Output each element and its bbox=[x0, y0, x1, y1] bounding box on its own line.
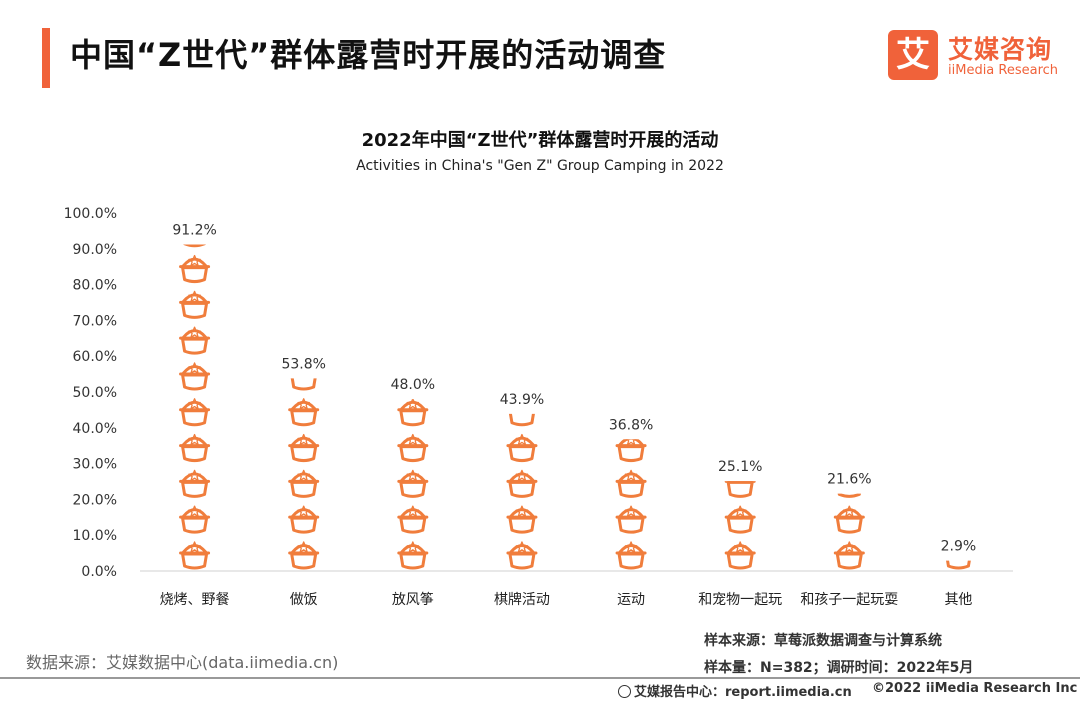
value-label: 43.9% bbox=[500, 392, 544, 408]
category-label: 烧烤、野餐 bbox=[160, 592, 230, 608]
iimedia-logo: 艾 艾媒咨询 iiMedia Research bbox=[888, 30, 1068, 82]
y-tick-label: 60.0% bbox=[73, 349, 117, 365]
chart-subtitle: Activities in China's "Gen Z" Group Camp… bbox=[356, 158, 724, 174]
camping-pot-icon bbox=[833, 504, 865, 534]
value-label: 91.2% bbox=[172, 223, 216, 239]
camping-pot-icon bbox=[179, 361, 211, 391]
y-tick-label: 10.0% bbox=[73, 528, 117, 544]
camping-pot-icon bbox=[397, 540, 429, 570]
camping-pot-icon bbox=[506, 433, 538, 463]
bar-2 bbox=[288, 378, 320, 570]
footer-divider bbox=[0, 677, 1080, 679]
category-label: 放风筝 bbox=[392, 591, 434, 608]
y-tick-label: 90.0% bbox=[73, 242, 117, 258]
sample-size: 样本量：N=382；调研时间：2022年5月 bbox=[704, 660, 974, 676]
camping-pot-icon bbox=[179, 540, 211, 570]
camping-pot-icon bbox=[179, 468, 211, 498]
category-label: 和宠物一起玩 bbox=[698, 592, 782, 608]
camping-pot-icon bbox=[615, 540, 647, 570]
y-tick-label: 20.0% bbox=[73, 492, 117, 508]
category-label: 棋牌活动 bbox=[494, 591, 550, 608]
logo-chinese-name: 艾媒咨询 bbox=[948, 35, 1053, 64]
category-label: 做饭 bbox=[290, 592, 318, 608]
value-label: 21.6% bbox=[827, 472, 871, 488]
title-accent-bar bbox=[42, 28, 50, 88]
camping-pot-icon bbox=[506, 468, 538, 498]
y-tick-label: 100.0% bbox=[64, 206, 117, 222]
camping-pot-icon bbox=[179, 504, 211, 534]
camping-pot-icon bbox=[397, 468, 429, 498]
y-tick-label: 30.0% bbox=[73, 457, 117, 473]
value-label: 2.9% bbox=[941, 539, 977, 555]
y-tick-label: 80.0% bbox=[73, 278, 117, 294]
y-tick-label: 40.0% bbox=[73, 421, 117, 437]
camping-pot-icon bbox=[288, 433, 320, 463]
camping-pot-icon bbox=[506, 504, 538, 534]
y-tick-label: 70.0% bbox=[73, 313, 117, 329]
camping-pot-icon bbox=[397, 433, 429, 463]
bar-1 bbox=[179, 244, 211, 570]
camping-pot-icon bbox=[724, 504, 756, 534]
camping-pot-icon bbox=[833, 540, 865, 570]
category-label: 运动 bbox=[617, 592, 645, 608]
logo-english-name: iiMedia Research bbox=[948, 63, 1059, 78]
camping-pot-icon bbox=[506, 540, 538, 570]
camping-pot-icon bbox=[288, 540, 320, 570]
camping-pot-icon bbox=[724, 540, 756, 570]
y-tick-label: 50.0% bbox=[73, 385, 117, 401]
value-label: 25.1% bbox=[718, 459, 762, 475]
category-label: 其他 bbox=[944, 592, 972, 608]
globe-icon bbox=[618, 685, 631, 698]
value-label: 53.8% bbox=[281, 356, 325, 372]
page-title: 中国“Z世代”群体露营时开展的活动调查 bbox=[70, 36, 667, 74]
bar-4 bbox=[506, 413, 538, 570]
camping-pot-icon bbox=[397, 504, 429, 534]
camping-pot-icon bbox=[179, 254, 211, 284]
bar-3 bbox=[397, 399, 429, 570]
report-center[interactable]: 艾媒报告中心：report.iimedia.cn bbox=[618, 681, 852, 700]
camping-pot-icon bbox=[179, 325, 211, 355]
sample-source: 样本来源：草莓派数据调查与计算系统 bbox=[704, 633, 942, 649]
camping-pot-icon bbox=[615, 468, 647, 498]
copyright: ©2022 iiMedia Research Inc bbox=[872, 681, 1078, 696]
camping-pot-icon bbox=[615, 439, 647, 463]
camping-pot-icon bbox=[397, 399, 429, 427]
y-tick-label: 0.0% bbox=[81, 564, 117, 580]
report-center-text: 艾媒报告中心：report.iimedia.cn bbox=[634, 685, 852, 700]
value-label: 36.8% bbox=[609, 417, 653, 433]
logo-mark: 艾 bbox=[888, 30, 938, 80]
camping-pot-icon bbox=[288, 504, 320, 534]
bar-6 bbox=[724, 481, 756, 570]
camping-pot-icon bbox=[179, 397, 211, 427]
value-label: 48.0% bbox=[391, 377, 435, 393]
bar-5 bbox=[615, 439, 647, 570]
chart-title: 2022年中国“Z世代”群体露营时开展的活动 bbox=[361, 130, 719, 151]
camping-pot-icon bbox=[179, 433, 211, 463]
camping-pot-icon bbox=[615, 504, 647, 534]
data-source: 数据来源：艾媒数据中心(data.iimedia.cn) bbox=[26, 653, 339, 672]
camping-pot-icon bbox=[288, 468, 320, 498]
camping-pot-icon bbox=[288, 397, 320, 427]
category-label: 和孩子一起玩耍 bbox=[800, 592, 898, 608]
camping-pot-icon bbox=[179, 289, 211, 319]
